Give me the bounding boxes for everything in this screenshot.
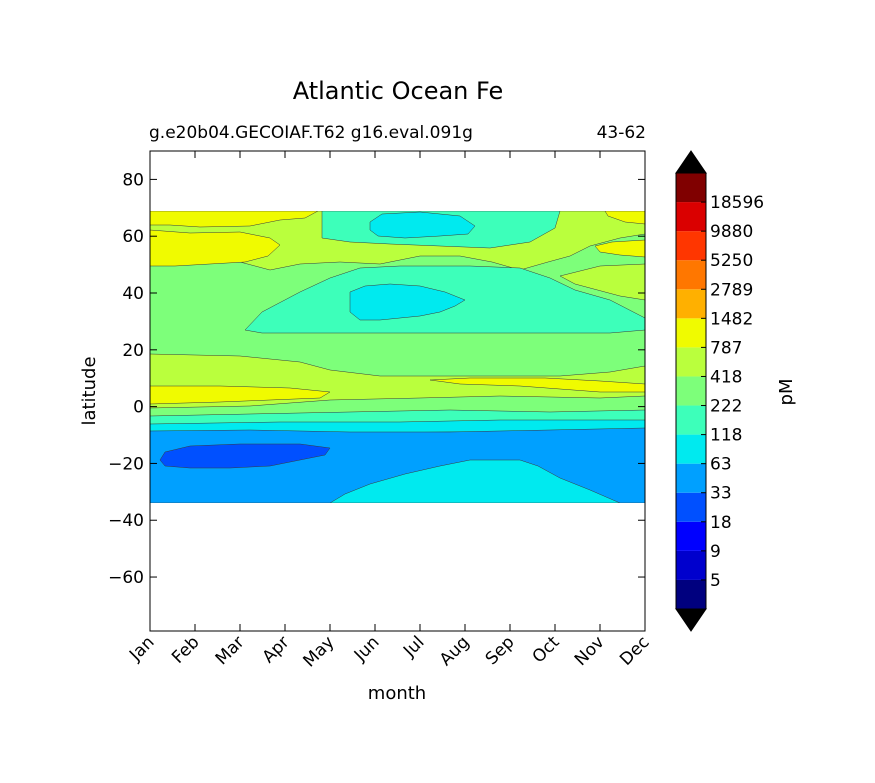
colorbar-extend-under xyxy=(675,608,707,632)
chart-title: Atlantic Ocean Fe xyxy=(293,77,504,105)
colorbar-tick-label: 787 xyxy=(710,338,742,358)
colorbar-tick-label: 118 xyxy=(710,426,742,446)
x-tick-label: Jan xyxy=(125,632,158,665)
chart-subtitle-right: 43-62 xyxy=(597,123,646,143)
contour-field xyxy=(150,211,645,503)
contour-band xyxy=(559,263,645,301)
x-tick-label: Sep xyxy=(482,632,519,669)
colorbar-swatch xyxy=(676,289,706,319)
contour-band xyxy=(369,211,476,239)
y-tick-label: −40 xyxy=(108,511,144,531)
colorbar-tick-label: 9 xyxy=(710,542,721,562)
x-tick-label: Oct xyxy=(529,632,564,667)
chart-subtitle-left: g.e20b04.GECOIAF.T62 g16.eval.091g xyxy=(149,123,473,143)
colorbar-tick-label: 18596 xyxy=(710,193,764,213)
x-tick-label: Feb xyxy=(168,632,203,667)
x-tick-label: Jul xyxy=(399,632,428,661)
x-tick-label: May xyxy=(300,632,339,671)
y-tick-label: 20 xyxy=(122,341,144,361)
contour-band xyxy=(150,229,281,267)
x-tick-label: Nov xyxy=(571,632,609,670)
plot-area: Jan Feb Mar Apr May Jun Jul Aug Sep Oct Nov Dec 80 6… xyxy=(108,150,654,671)
contour-band xyxy=(594,239,645,258)
contour-band xyxy=(159,443,331,469)
colorbar-tick-label: 2789 xyxy=(710,280,753,300)
colorbar-tick-label: 5 xyxy=(710,571,721,591)
colorbar-tick-label: 63 xyxy=(710,455,732,475)
contour-band xyxy=(150,385,331,405)
colorbar-swatch xyxy=(676,463,706,493)
colorbar-swatch xyxy=(676,376,706,406)
x-tick-label: Dec xyxy=(616,632,653,669)
colorbar-label: pM xyxy=(776,379,797,406)
colorbar-swatch xyxy=(676,318,706,348)
colorbar-swatch xyxy=(676,260,706,290)
colorbar-swatch xyxy=(676,231,706,261)
colorbar-swatch xyxy=(676,434,706,464)
colorbar-tick-label: 1482 xyxy=(710,309,753,329)
colorbar-tick-label: 418 xyxy=(710,367,742,387)
colorbar-swatch xyxy=(676,521,706,551)
colorbar-tick-label: 9880 xyxy=(710,222,753,242)
colorbar-swatch xyxy=(676,492,706,522)
x-tick-label: Mar xyxy=(212,632,249,669)
y-tick-label: 80 xyxy=(122,170,144,190)
y-axis-label: latitude xyxy=(79,356,100,425)
y-tick-label: 40 xyxy=(122,284,144,304)
y-tick-label: −60 xyxy=(108,568,144,588)
contour-band xyxy=(329,459,621,503)
x-tick-label: Apr xyxy=(259,632,294,667)
colorbar-tick-label: 33 xyxy=(710,484,732,504)
y-tick-label: 60 xyxy=(122,227,144,247)
colorbar-swatch xyxy=(676,405,706,435)
colorbar-swatch xyxy=(676,550,706,580)
contour-band xyxy=(349,283,466,321)
colorbar-tick-label: 18 xyxy=(710,513,732,533)
colorbar: 18596 9880 5250 2789 1482 787 418 222 118 63 33 18 9… xyxy=(675,150,764,632)
x-axis-label: month xyxy=(368,683,426,704)
contour-band xyxy=(604,211,645,225)
colorbar-swatch xyxy=(676,202,706,232)
y-tick-label: 0 xyxy=(133,398,144,418)
colorbar-swatch xyxy=(676,579,706,609)
colorbar-swatch xyxy=(676,347,706,377)
colorbar-swatch xyxy=(676,173,706,203)
colorbar-frame xyxy=(675,172,707,610)
contour-band xyxy=(150,211,319,228)
colorbar-extend-over xyxy=(675,150,707,174)
x-tick-label: Aug xyxy=(436,632,474,670)
colorbar-tick-label: 222 xyxy=(710,397,742,417)
y-tick-label: −20 xyxy=(108,454,144,474)
x-tick-label: Jun xyxy=(350,632,384,666)
plot-frame xyxy=(149,150,646,632)
colorbar-tick-label: 5250 xyxy=(710,251,753,271)
contour-band xyxy=(429,377,645,393)
y-axis: 80 60 40 20 0 −20 −40 −60 xyxy=(108,170,645,588)
